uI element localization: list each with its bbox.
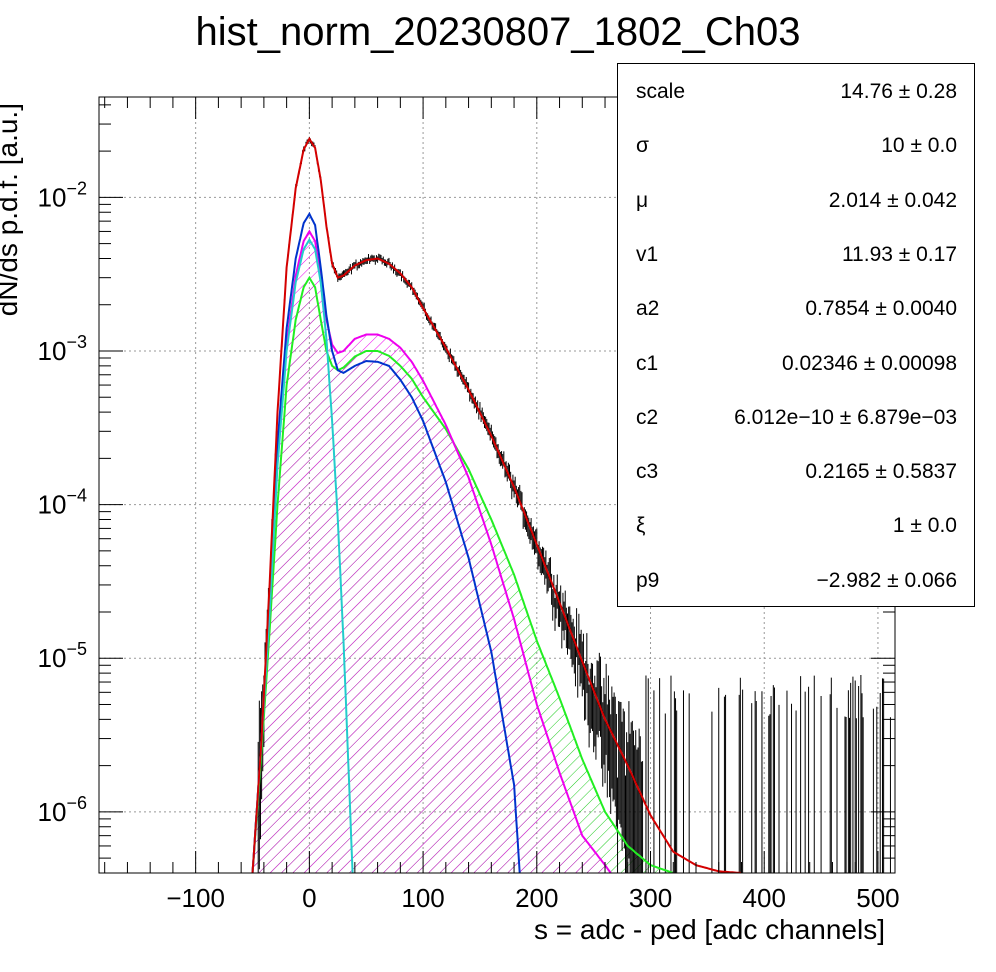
stats-param-name: p9 bbox=[636, 568, 660, 592]
stats-row: c1 0.02346 ± 0.00098 bbox=[618, 352, 974, 382]
fit-curve bbox=[251, 136, 742, 873]
stats-param-value: −2.982 ± 0.066 bbox=[816, 568, 957, 592]
stats-param-name: ξ bbox=[636, 514, 646, 538]
x-tick-label: 0 bbox=[302, 883, 316, 913]
fit-curve bbox=[251, 211, 521, 873]
stats-row: c3 0.2165 ± 0.5837 bbox=[618, 460, 974, 490]
stats-box: scale 14.76 ± 0.28 σ 10 ± 0.0 μ 2.014 ± 0.042… bbox=[617, 63, 975, 607]
y-tick-label: 10−3 bbox=[38, 332, 87, 366]
stats-param-value: 11.93 ± 0.17 bbox=[841, 242, 957, 266]
stats-param-name: c2 bbox=[636, 405, 659, 429]
stats-param-value: 0.2165 ± 0.5837 bbox=[805, 460, 957, 484]
x-tick-label: 500 bbox=[856, 883, 899, 913]
stats-param-name: v1 bbox=[636, 242, 659, 266]
stats-param-name: scale bbox=[636, 80, 686, 103]
hatched-fills bbox=[252, 231, 674, 873]
stats-param-value: 14.76 ± 0.28 bbox=[840, 80, 957, 103]
y-axis-label: dN/ds p.d.f. [a.u.] bbox=[0, 103, 23, 316]
x-axis-label: s = adc - ped [adc channels] bbox=[534, 914, 885, 945]
fit-curve bbox=[251, 237, 354, 873]
y-tick-label: 10−2 bbox=[38, 178, 87, 212]
stats-row: p9 −2.982 ± 0.066 bbox=[618, 569, 974, 599]
stats-param-value: 1 ± 0.0 bbox=[892, 514, 957, 538]
stats-row: a2 0.7854 ± 0.0040 bbox=[618, 297, 974, 327]
stats-param-value: 0.7854 ± 0.0040 bbox=[805, 297, 957, 321]
x-tick-label: −100 bbox=[166, 883, 225, 913]
x-tick-label: 200 bbox=[515, 883, 558, 913]
stats-param-value: 10 ± 0.0 bbox=[881, 134, 957, 158]
magenta-hatched-area bbox=[252, 231, 611, 873]
stats-param-value: 6.012e−10 ± 6.879e−03 bbox=[734, 405, 957, 429]
stats-row: ξ 1 ± 0.0 bbox=[618, 514, 974, 544]
axis-labels: −100 0 100 200 300 400 500 10−6 10−5 10−4 10−3 10−2… bbox=[0, 103, 900, 945]
stats-row: μ 2.014 ± 0.042 bbox=[618, 189, 974, 219]
stats-row: v1 11.93 ± 0.17 bbox=[618, 243, 974, 273]
stats-param-value: 0.02346 ± 0.00098 bbox=[781, 351, 957, 375]
y-tick-label: 10−5 bbox=[38, 639, 87, 673]
fit-curve bbox=[251, 275, 674, 873]
stats-param-name: c3 bbox=[636, 460, 659, 484]
stats-param-value: 2.014 ± 0.042 bbox=[828, 188, 957, 212]
stats-row: c2 6.012e−10 ± 6.879e−03 bbox=[618, 406, 974, 436]
stats-param-name: μ bbox=[636, 188, 649, 212]
x-tick-label: 100 bbox=[401, 883, 444, 913]
stats-param-name: c1 bbox=[636, 351, 659, 375]
fit-curve bbox=[251, 229, 612, 873]
stats-param-name: σ bbox=[636, 134, 649, 158]
x-tick-label: 300 bbox=[629, 883, 672, 913]
chart-title: hist_norm_20230807_1802_Ch03 bbox=[195, 10, 801, 54]
stats-row: σ 10 ± 0.0 bbox=[618, 134, 974, 164]
y-tick-label: 10−4 bbox=[38, 486, 87, 520]
y-tick-label: 10−6 bbox=[38, 793, 87, 827]
stats-row: scale 14.76 ± 0.28 bbox=[618, 80, 974, 110]
fit-curves bbox=[251, 136, 742, 873]
x-tick-label: 400 bbox=[743, 883, 786, 913]
stats-param-name: a2 bbox=[636, 297, 660, 321]
